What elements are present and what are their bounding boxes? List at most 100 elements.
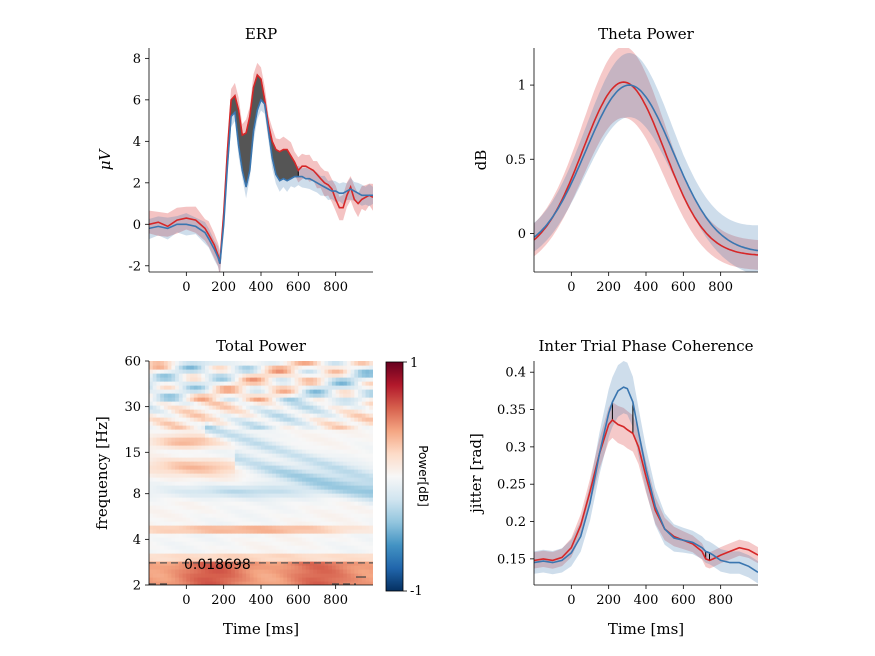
heatmap-cell xyxy=(223,581,228,585)
heatmap-cell xyxy=(167,365,172,370)
heatmap-cell xyxy=(182,429,187,434)
heatmap-cell xyxy=(149,385,154,390)
heatmap-cell xyxy=(346,501,352,506)
heatmap-cell xyxy=(275,405,281,410)
heatmap-cell xyxy=(264,545,270,550)
heatmap-cell xyxy=(346,553,352,558)
heatmap-cell xyxy=(320,373,326,378)
heatmap-cell xyxy=(201,445,206,450)
heatmap-cell xyxy=(305,393,311,398)
heatmap-cell xyxy=(257,441,262,446)
heatmap-cell xyxy=(234,481,240,486)
heatmap-cell xyxy=(268,517,273,522)
heatmap-cell xyxy=(160,485,165,490)
heatmap-cell xyxy=(305,381,311,386)
heatmap-cell xyxy=(320,393,326,398)
heatmap-cell xyxy=(149,425,154,430)
heatmap-cell xyxy=(283,429,288,434)
heatmap-cell xyxy=(261,437,266,442)
heatmap-cell xyxy=(212,561,217,566)
heatmap-cell xyxy=(279,497,284,502)
heatmap-cell xyxy=(234,569,240,574)
heatmap-cell xyxy=(275,517,281,522)
heatmap-cell xyxy=(343,465,348,470)
heatmap-cell xyxy=(175,393,180,398)
heatmap-cell xyxy=(335,461,340,466)
heatmap-cell xyxy=(216,453,221,458)
heatmap-cell xyxy=(242,557,247,562)
heatmap-cell xyxy=(212,397,217,402)
heatmap-cell xyxy=(242,525,247,530)
heatmap-cell xyxy=(294,509,299,514)
heatmap-cell xyxy=(190,393,195,398)
heatmap-cell xyxy=(279,549,284,554)
heatmap-cell xyxy=(369,497,373,502)
heatmap-cell xyxy=(253,445,258,450)
heatmap-cell xyxy=(182,565,187,570)
heatmap-cell xyxy=(331,417,337,422)
heatmap-cell xyxy=(152,437,158,442)
itpc|3-x-tick-label: 800 xyxy=(708,593,733,608)
heatmap-cell xyxy=(346,397,352,402)
heatmap-cell xyxy=(335,497,340,502)
heatmap-cell xyxy=(313,529,318,534)
heatmap-cell xyxy=(231,521,236,526)
heatmap-cell xyxy=(242,429,247,434)
heatmap-cell xyxy=(369,525,373,530)
heatmap-cell xyxy=(193,489,199,494)
heatmap-cell xyxy=(343,473,348,478)
heatmap-cell xyxy=(178,489,184,494)
heatmap-cell xyxy=(294,521,299,526)
theta-plot-area xyxy=(534,48,758,272)
heatmap-cell xyxy=(249,461,255,466)
heatmap-cell xyxy=(339,397,344,402)
heatmap-cell xyxy=(335,529,340,534)
heatmap-cell xyxy=(264,373,270,378)
heatmap-cell xyxy=(238,449,243,454)
heatmap-cell xyxy=(182,537,187,542)
heatmap-cell xyxy=(205,525,210,530)
heatmap-cell xyxy=(302,385,307,390)
heatmap-cell xyxy=(190,445,195,450)
heatmap-cell xyxy=(223,477,228,482)
heatmap-cell xyxy=(305,573,311,578)
heatmap-cell xyxy=(201,369,206,374)
heatmap-cell xyxy=(305,581,311,585)
heatmap-cell xyxy=(309,477,314,482)
heatmap-cell xyxy=(182,477,187,482)
heatmap-cell xyxy=(346,497,352,502)
heatmap-cell xyxy=(328,381,333,386)
heatmap-cell xyxy=(275,549,281,554)
heatmap-cell xyxy=(261,453,266,458)
heatmap-cell xyxy=(339,537,344,542)
heatmap-cell xyxy=(294,553,299,558)
heatmap-cell xyxy=(249,517,255,522)
heatmap-cell xyxy=(186,453,191,458)
heatmap-cell xyxy=(216,477,221,482)
heatmap-cell xyxy=(152,377,158,382)
heatmap-cell xyxy=(249,365,255,370)
heatmap-cell xyxy=(219,553,225,558)
heatmap-cell xyxy=(190,481,195,486)
heatmap-cell xyxy=(156,577,161,582)
heatmap-cell xyxy=(279,441,284,446)
heatmap-cell xyxy=(219,385,225,390)
heatmap-cell xyxy=(324,529,329,534)
heatmap-cell xyxy=(305,481,311,486)
heatmap-cell xyxy=(369,541,373,546)
heatmap-cell xyxy=(149,449,154,454)
heatmap-cell xyxy=(290,473,296,478)
heatmap-cell xyxy=(298,457,303,462)
heatmap-cell xyxy=(205,385,210,390)
heatmap-cell xyxy=(287,373,292,378)
heatmap-cell xyxy=(361,573,367,578)
heatmap-cell xyxy=(335,557,340,562)
heatmap-cell xyxy=(167,409,172,414)
heatmap-cell xyxy=(152,537,158,542)
heatmap-cell xyxy=(156,581,161,585)
heatmap-cell xyxy=(160,393,165,398)
heatmap-cell xyxy=(163,501,169,506)
heatmap-cell xyxy=(354,437,359,442)
heatmap-cell xyxy=(178,553,184,558)
heatmap-cell xyxy=(227,533,232,538)
